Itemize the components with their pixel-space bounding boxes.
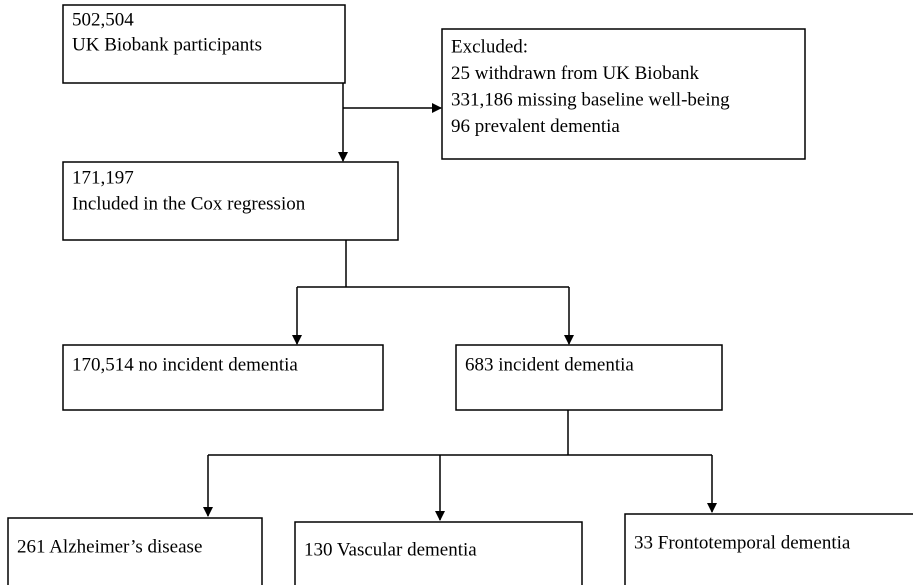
box-text: 25 withdrawn from UK Biobank: [451, 63, 700, 84]
box-text: 170,514 no incident dementia: [72, 354, 298, 375]
box: [294, 521, 583, 585]
box: [7, 517, 263, 585]
box: [62, 4, 346, 84]
box-text: 331,186 missing baseline well-being: [451, 89, 730, 110]
box: [62, 161, 399, 241]
box: [624, 513, 913, 585]
box: [441, 28, 806, 160]
box-text: 130 Vascular dementia: [304, 539, 477, 560]
box-text: 96 prevalent dementia: [451, 116, 620, 137]
box: [62, 344, 384, 411]
box: [455, 344, 723, 411]
box-text: Excluded:: [451, 36, 528, 57]
boxes: 502,504 UK Biobank participants Excluded: 2…: [7, 4, 913, 585]
box-text: Included in the Cox regression: [72, 193, 306, 214]
box-text: 683 incident dementia: [465, 354, 634, 375]
box-text: 261 Alzheimer’s disease: [17, 536, 202, 557]
box-text: 33 Frontotemporal dementia: [634, 532, 851, 553]
connectors: [203, 83, 717, 521]
box-text: UK Biobank participants: [72, 34, 262, 55]
box-text: 502,504: [72, 9, 134, 30]
box-text: 171,197: [72, 167, 134, 188]
